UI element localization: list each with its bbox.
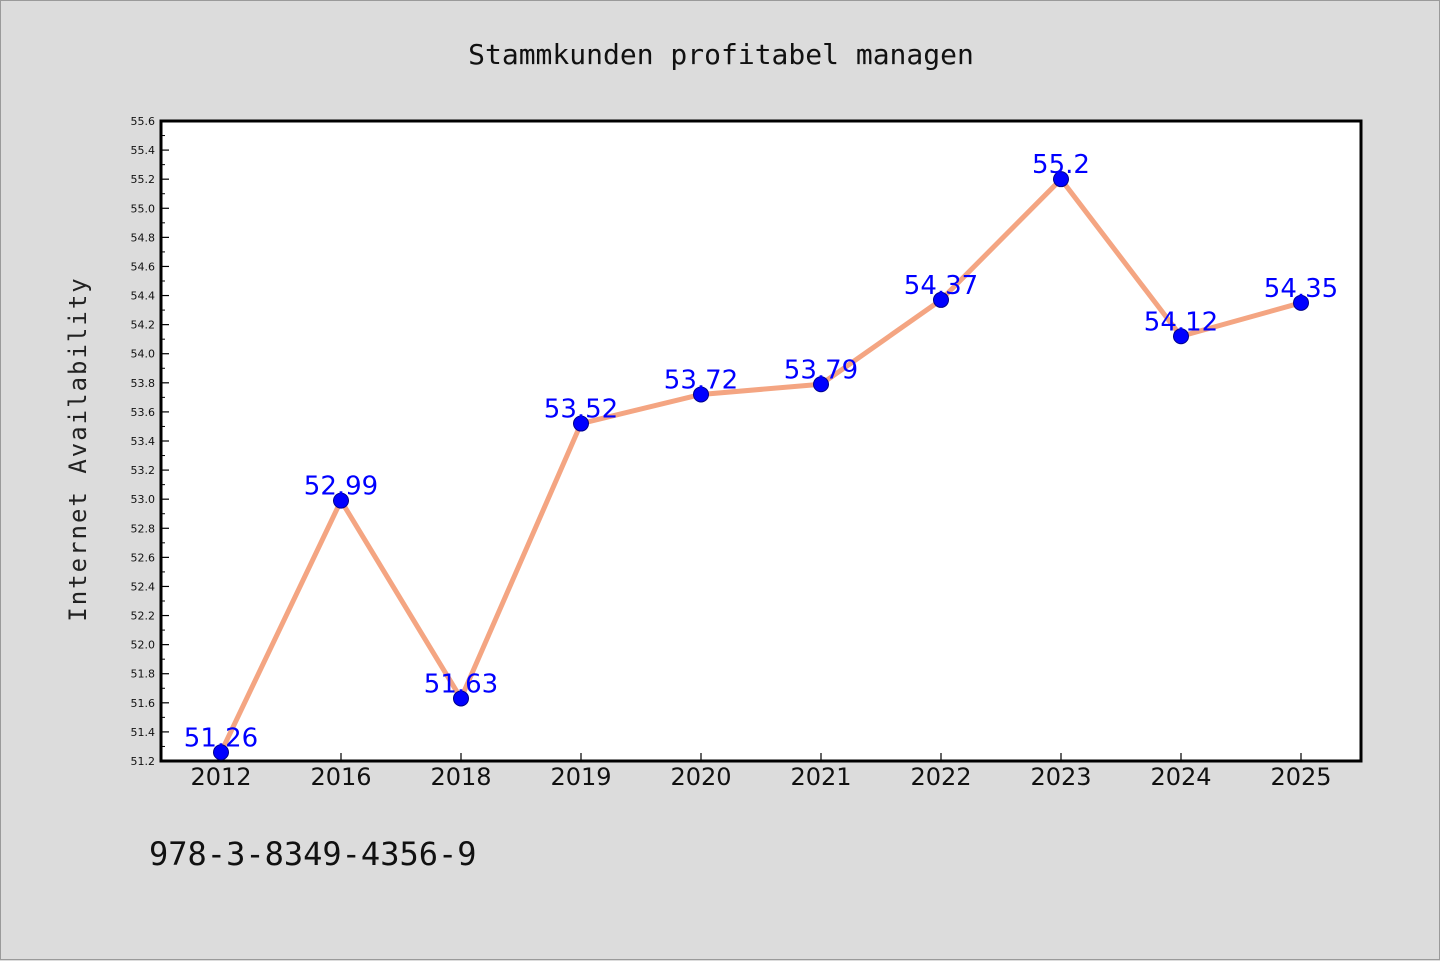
data-point bbox=[453, 690, 469, 707]
data-point bbox=[813, 376, 829, 393]
plot-area bbox=[159, 119, 1363, 763]
series-group: 51.26 52.99 51.63 53.52 53.72 53.79 54.37 55.2 5… bbox=[184, 150, 1338, 761]
y-tick-label: 54.4 bbox=[131, 290, 156, 303]
data-point bbox=[933, 291, 949, 308]
x-tick-label: 2022 bbox=[910, 763, 971, 791]
x-tick-label: 2019 bbox=[550, 763, 611, 791]
data-point bbox=[693, 386, 709, 403]
data-point bbox=[573, 415, 589, 432]
data-label: 55.2 bbox=[1032, 150, 1090, 180]
y-tick-label: 55.6 bbox=[131, 115, 156, 128]
data-label: 52.99 bbox=[304, 472, 378, 502]
series-line bbox=[218, 176, 1304, 755]
x-axis: 2012 2016 2018 2019 2020 2021 2022 2023 2024 2025 bbox=[190, 753, 1332, 791]
y-tick-label: 51.4 bbox=[131, 726, 156, 739]
isbn-footer: 978-3-8349-4356-9 bbox=[149, 835, 477, 873]
y-tick-label: 51.6 bbox=[131, 697, 156, 710]
x-tick-label: 2020 bbox=[670, 763, 731, 791]
y-tick-label: 54.6 bbox=[131, 260, 156, 273]
data-label: 54.12 bbox=[1144, 307, 1218, 337]
y-tick-label: 53.6 bbox=[131, 406, 156, 419]
data-label: 53.72 bbox=[664, 365, 738, 395]
data-label: 51.63 bbox=[424, 669, 498, 699]
data-label: 53.52 bbox=[544, 395, 618, 425]
y-tick-label: 55.0 bbox=[131, 202, 156, 215]
x-tick-label: 2024 bbox=[1150, 763, 1211, 791]
y-tick-label: 54.8 bbox=[131, 231, 156, 244]
chart-title: Stammkunden profitabel managen bbox=[468, 38, 974, 71]
y-tick-label: 51.2 bbox=[131, 755, 156, 768]
x-tick-label: 2012 bbox=[190, 763, 251, 791]
y-tick-label: 52.2 bbox=[131, 610, 156, 623]
data-label: 54.35 bbox=[1264, 274, 1338, 304]
x-tick-label: 2025 bbox=[1270, 763, 1331, 791]
y-tick-label: 53.0 bbox=[131, 493, 156, 506]
data-point bbox=[1173, 328, 1189, 345]
data-point bbox=[1293, 294, 1309, 311]
y-axis-label: Internet Availability bbox=[64, 276, 92, 621]
x-tick-label: 2016 bbox=[310, 763, 371, 791]
y-tick-label: 54.2 bbox=[131, 319, 156, 332]
y-tick-label: 52.8 bbox=[131, 522, 156, 535]
x-tick-label: 2023 bbox=[1030, 763, 1091, 791]
data-label: 51.26 bbox=[184, 723, 258, 753]
y-tick-label: 53.8 bbox=[131, 377, 156, 390]
data-point bbox=[213, 744, 229, 761]
y-tick-label: 55.2 bbox=[131, 173, 156, 186]
x-tick-label: 2018 bbox=[430, 763, 491, 791]
y-tick-label: 55.4 bbox=[131, 144, 156, 157]
y-tick-label: 52.4 bbox=[131, 580, 156, 593]
data-label: 54.37 bbox=[904, 271, 978, 301]
x-tick-label: 2021 bbox=[790, 763, 851, 791]
data-point bbox=[1053, 171, 1069, 188]
y-tick-label: 53.4 bbox=[131, 435, 156, 448]
y-tick-label: 52.0 bbox=[131, 639, 156, 652]
data-point bbox=[333, 492, 349, 509]
y-tick-label: 54.0 bbox=[131, 348, 156, 361]
y-tick-label: 53.2 bbox=[131, 464, 156, 477]
y-axis: 51.2 51.4 51.6 51.8 52.0 52.2 52.4 52.6 52.8 53.0… bbox=[131, 115, 169, 768]
y-tick-label: 52.6 bbox=[131, 551, 156, 564]
y-tick-label: 51.8 bbox=[131, 668, 156, 681]
data-label: 53.79 bbox=[784, 355, 858, 385]
